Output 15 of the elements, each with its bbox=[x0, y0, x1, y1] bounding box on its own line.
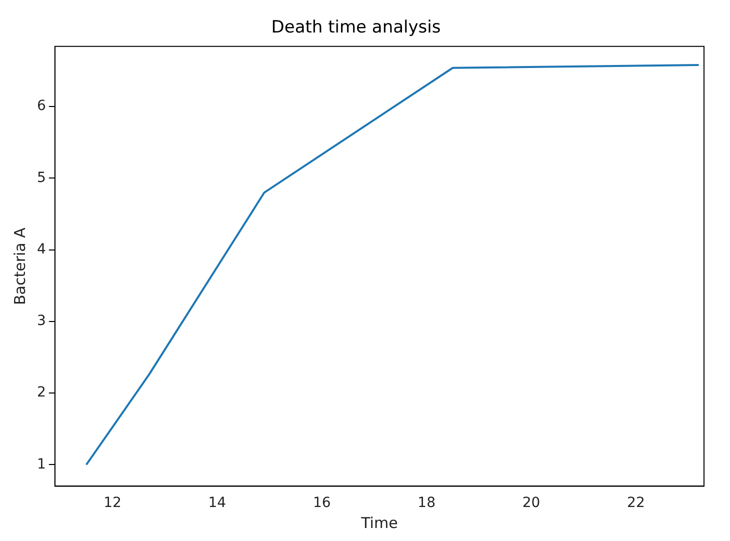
y-tick-label: 5 bbox=[36, 170, 46, 186]
x-tick-label: 12 bbox=[104, 495, 122, 512]
x-tick-label: 18 bbox=[418, 495, 436, 512]
x-axis-title: Time bbox=[360, 514, 398, 532]
y-tick-label: 3 bbox=[36, 313, 46, 330]
x-tick-label: 22 bbox=[627, 495, 645, 512]
x-tick-label: 16 bbox=[312, 495, 331, 512]
x-tick-label: 20 bbox=[522, 495, 540, 512]
y-tick-label: 2 bbox=[36, 384, 46, 401]
y-tick-label: 6 bbox=[36, 98, 46, 114]
y-tick-label: 4 bbox=[36, 241, 46, 258]
y-axis-title: Bacteria A bbox=[10, 226, 29, 306]
chart-title: Death time analysis bbox=[271, 18, 441, 38]
y-tick-label: 1 bbox=[36, 456, 46, 472]
x-tick-label: 14 bbox=[208, 495, 226, 512]
